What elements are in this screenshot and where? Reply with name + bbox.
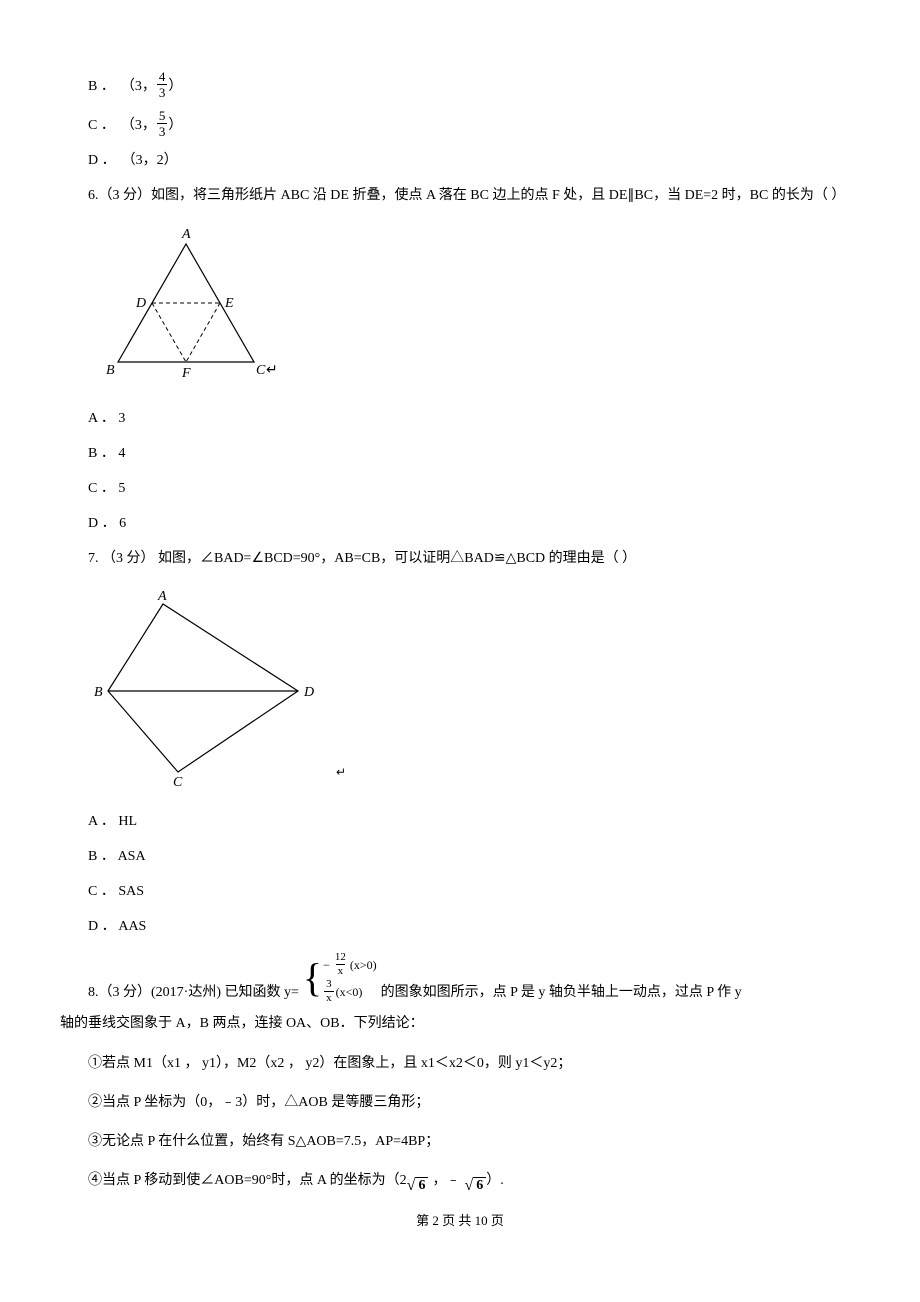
label-d: D [135, 296, 146, 311]
numerator: 3 [324, 979, 334, 991]
quad-abcd-svg: A B C D ↵ [88, 586, 348, 786]
option-label: D ． [88, 148, 116, 173]
page-footer: 第 2 页 共 10 页 [60, 1209, 860, 1232]
denominator: 3 [157, 84, 168, 99]
option-text-prefix: （3， [121, 113, 156, 138]
option-6d: D ． 6 [88, 511, 860, 536]
numerator: 5 [157, 109, 168, 123]
minus-sign: − [323, 958, 330, 972]
option-7a: A ． HL [88, 809, 860, 834]
label-d: D [303, 685, 314, 700]
option-6a: A ． 3 [88, 406, 860, 431]
figure-quadrilateral: A B C D ↵ [88, 586, 860, 795]
option-text-prefix: （3， [121, 74, 156, 99]
sqrt-icon: √ [407, 1178, 416, 1194]
q8-item-4-post: ）. [486, 1168, 504, 1193]
label-c: C [256, 363, 266, 378]
fraction: 4 3 [157, 70, 168, 99]
q8-item-2: ②当点 P 坐标为（0，﹣3）时，△AOB 是等腰三角形； [88, 1090, 860, 1115]
denominator: x [336, 964, 346, 977]
label-a: A [157, 589, 167, 604]
triangle-fold-svg: A D E B F C ↵ [88, 222, 284, 382]
label-b: B [106, 363, 115, 378]
denominator: 3 [157, 123, 168, 138]
label-b: B [94, 685, 103, 700]
svg-text:↵: ↵ [266, 363, 278, 378]
sqrt-value: 6 [415, 1177, 428, 1193]
option-5d: D ． （3，2） [88, 148, 860, 173]
condition: (x<0) [336, 985, 363, 999]
label-c: C [173, 775, 183, 786]
option-5c: C ． （3， 5 3 ） [88, 109, 860, 138]
sqrt-1: √ 6 [407, 1177, 429, 1193]
option-7c: C ． SAS [88, 879, 860, 904]
option-6c: C ． 5 [88, 476, 860, 501]
condition: (x>0) [350, 958, 377, 972]
brace-icon: { [303, 960, 322, 996]
option-5b: B ． （3， 4 3 ） [88, 70, 860, 99]
q8-item-3: ③无论点 P 在什么位置，始终有 S△AOB=7.5，AP=4BP； [88, 1129, 860, 1154]
fraction: 5 3 [157, 109, 168, 138]
q8-item-4-pre: ④当点 P 移动到使∠AOB=90°时，点 A 的坐标为（2 [88, 1168, 407, 1193]
label-f: F [181, 366, 191, 381]
svg-text:↵: ↵ [336, 765, 346, 779]
option-7d: D ． AAS [88, 914, 860, 939]
label-a: A [181, 227, 191, 242]
question-8-post: 的图象如图所示，点 P 是 y 轴负半轴上一动点，过点 P 作 y [381, 980, 742, 1005]
case-2: 3 x (x<0) [323, 978, 377, 1005]
piecewise-function: { − 12 x (x>0) 3 x (x<0) [303, 951, 377, 1005]
case-1: − 12 x (x>0) [323, 951, 377, 978]
question-7: 7. （3 分） 如图，∠BAD=∠BCD=90°，AB=CB，可以证明△BAD… [88, 546, 860, 571]
denominator: x [324, 991, 334, 1004]
question-7-text: 7. （3 分） 如图，∠BAD=∠BCD=90°，AB=CB，可以证明△BAD… [88, 551, 636, 566]
option-6b: B ． 4 [88, 441, 860, 466]
q8-item-4-mid: ，﹣ [432, 1168, 460, 1193]
sqrt-2: √ 6 [464, 1177, 486, 1193]
option-7b: B ． ASA [88, 844, 860, 869]
label-e: E [224, 296, 234, 311]
numerator: 12 [333, 952, 348, 964]
question-8-line1: 8.（3 分）(2017·达州) 已知函数 y= { − 12 x (x>0) … [88, 951, 860, 1005]
sqrt-value: 6 [473, 1177, 486, 1193]
option-label: C ． [88, 113, 115, 138]
question-6-text: 6.（3 分）如图，将三角形纸片 ABC 沿 DE 折叠，使点 A 落在 BC … [116, 183, 860, 208]
figure-triangle-abc: A D E B F C ↵ [88, 222, 860, 391]
question-6: 6.（3 分）如图，将三角形纸片 ABC 沿 DE 折叠，使点 A 落在 BC … [60, 183, 860, 208]
option-label: B ． [88, 74, 115, 99]
sqrt-icon: √ [464, 1178, 473, 1194]
q8-item-1: ①若点 M1（x1 ， y1），M2（x2 ， y2）在图象上，且 x1＜x2＜… [88, 1051, 860, 1076]
piecewise-cases: − 12 x (x>0) 3 x (x<0) [323, 951, 377, 1005]
question-8-pre: 8.（3 分）(2017·达州) 已知函数 y= [88, 980, 299, 1005]
numerator: 4 [157, 70, 168, 84]
q8-item-4: ④当点 P 移动到使∠AOB=90°时，点 A 的坐标为（2 √ 6 ，﹣ √ … [88, 1168, 860, 1193]
option-text: （3，2） [122, 148, 178, 173]
question-8-line2: 轴的垂线交图象于 A，B 两点，连接 OA、OB．下列结论： [60, 1011, 860, 1036]
option-text-suffix: ） [168, 113, 182, 138]
option-text-suffix: ） [168, 74, 182, 99]
